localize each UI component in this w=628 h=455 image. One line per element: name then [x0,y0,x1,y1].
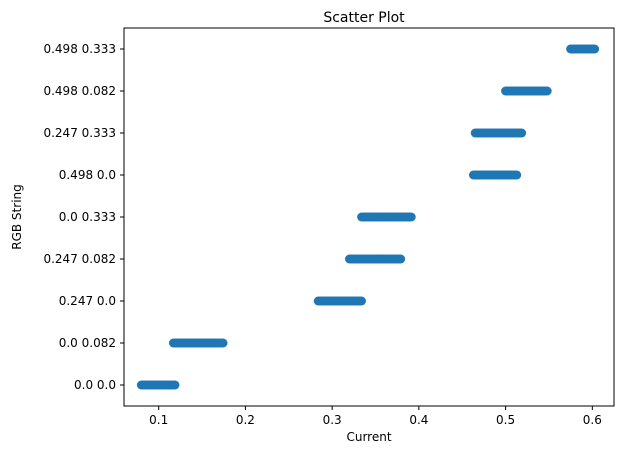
y-axis-label: RGB String [10,184,24,250]
x-tick-label: 0.4 [409,413,428,427]
y-tick-label: 0.498 0.082 [43,84,116,98]
y-tick-label: 0.247 0.0 [59,294,116,308]
scatter-point [542,86,552,96]
x-axis: 0.1 0.2 0.3 0.4 0.5 0.6 [149,406,602,427]
x-tick-label: 0.1 [149,413,168,427]
scatter-point [396,254,406,264]
x-tick-label: 0.3 [323,413,342,427]
scatter-point [356,296,366,306]
scatter-point [406,212,416,222]
x-tick-label: 0.2 [236,413,255,427]
y-tick-label: 0.0 0.0 [74,378,116,392]
chart-title: Scatter Plot [323,10,405,26]
plot-area [136,44,600,390]
scatter-point [517,128,527,138]
y-tick-label: 0.498 0.0 [59,168,116,182]
scatter-point [218,338,228,348]
scatter-point [590,44,600,54]
y-tick-label: 0.247 0.333 [43,126,116,140]
x-tick-label: 0.5 [496,413,515,427]
scatter-point [170,380,180,390]
y-axis: 0.0 0.0 0.0 0.082 0.247 0.0 0.247 0.082 0.0 … [43,42,124,392]
scatter-point [512,170,522,180]
y-tick-label: 0.498 0.333 [43,42,116,56]
x-axis-label: Current [346,430,391,444]
y-tick-label: 0.247 0.082 [43,252,116,266]
y-tick-label: 0.0 0.333 [59,210,116,224]
y-tick-label: 0.0 0.082 [59,336,116,350]
x-tick-label: 0.6 [583,413,602,427]
